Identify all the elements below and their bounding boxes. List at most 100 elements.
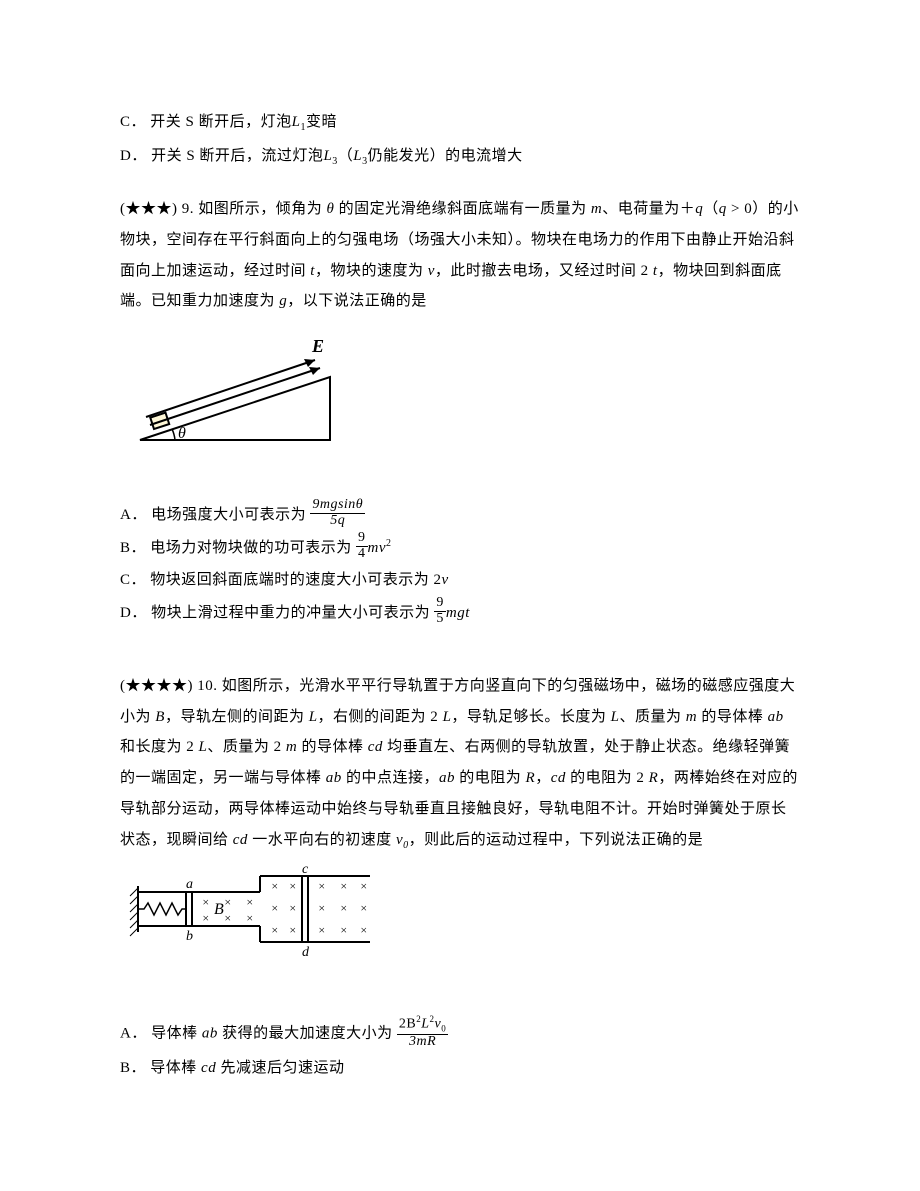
option-text: 变暗 — [306, 114, 337, 130]
symbol-ab: ab — [768, 709, 784, 725]
q9-stem: (★★★) 9. 如图所示，倾角为 θ 的固定光滑绝缘斜面底端有一质量为 m、电… — [120, 194, 800, 317]
stem-text: 、质量为 — [620, 709, 686, 725]
fraction: 2B2L2v0 3mR — [397, 1015, 448, 1050]
option-label: B． — [120, 1060, 146, 1076]
symbol-L: L — [309, 709, 318, 725]
option-label: A． — [120, 507, 147, 523]
svg-text:×: × — [289, 901, 296, 915]
svg-text:×: × — [271, 879, 278, 893]
symbol-B: B — [155, 709, 165, 725]
sub: 0 — [441, 1023, 446, 1033]
stem-text: ，物块的速度为 — [315, 263, 428, 279]
svg-text:×: × — [224, 895, 231, 909]
symbol-ab: ab — [439, 770, 455, 786]
stem-text: 和长度为 2 — [120, 739, 199, 755]
option-text: 物块返回斜面底端时的速度大小可表示为 2 — [150, 572, 441, 588]
page: C． 开关 S 断开后，灯泡L1变暗 D． 开关 S 断开后，流过灯泡L3（L3… — [0, 0, 920, 1191]
stem-text: 的电阻为 2 — [566, 770, 649, 786]
frac-num: 2B — [399, 1016, 416, 1031]
stem-text: ，此时撤去电场，又经过时间 2 — [435, 263, 653, 279]
symbol-cd: cd — [233, 832, 248, 848]
symbol-mv: mv — [368, 540, 387, 556]
fraction: 9mgsinθ 5q — [310, 498, 365, 528]
stem-text: （ — [703, 201, 719, 217]
q9-option-c: C． 物块返回斜面底端时的速度大小可表示为 2v — [120, 565, 800, 596]
option-text: 导体棒 — [150, 1060, 201, 1076]
difficulty-stars: (★★★★) 10. — [120, 678, 222, 694]
option-label: C． — [120, 572, 146, 588]
option-text: 获得的最大加速度大小为 — [218, 1025, 393, 1041]
svg-text:×: × — [340, 879, 347, 893]
fraction: 9 4 — [356, 531, 368, 561]
q10-stem: (★★★★) 10. 如图所示，光滑水平平行导轨置于方向竖直向下的匀强磁场中，磁… — [120, 671, 800, 856]
incline-diagram: E θ — [120, 325, 350, 450]
label-B: B — [214, 901, 224, 918]
stem-text: ，则此后的运动过程中，下列说法正确的是 — [409, 832, 704, 848]
frac-num: L — [421, 1016, 429, 1031]
option-label: B． — [120, 540, 146, 556]
q9-option-a: A． 电场强度大小可表示为 9mgsinθ 5q — [120, 500, 800, 531]
option-text: 电场力对物块做的功可表示为 — [150, 540, 352, 556]
stem-text: 的中点连接， — [342, 770, 439, 786]
option-label: A． — [120, 1025, 147, 1041]
difficulty-stars: (★★★) 9. — [120, 201, 198, 217]
svg-text:×: × — [224, 911, 231, 925]
fraction: 9 5 — [434, 596, 446, 626]
svg-text:×: × — [340, 923, 347, 937]
symbol-R: R — [649, 770, 659, 786]
svg-text:×: × — [318, 901, 325, 915]
superscript: 2 — [386, 538, 392, 549]
frac-num: 9 — [356, 531, 368, 546]
frac-den: 5 — [434, 611, 446, 627]
symbol-v: v — [428, 263, 435, 279]
option-label: D． — [120, 148, 147, 164]
label-theta: θ — [178, 425, 186, 442]
label-b: b — [186, 929, 194, 944]
svg-text:×: × — [289, 923, 296, 937]
q8-option-d: D． 开关 S 断开后，流过灯泡L3（L3仍能发光）的电流增大 — [120, 141, 800, 173]
q8-option-c: C． 开关 S 断开后，灯泡L1变暗 — [120, 107, 800, 139]
option-text: （ — [338, 148, 354, 164]
symbol-cd: cd — [551, 770, 566, 786]
option-text: 仍能发光）的电流增大 — [368, 148, 523, 164]
stem-text: 的导体棒 — [697, 709, 768, 725]
stem-text: 、质量为 2 — [207, 739, 286, 755]
label-a: a — [186, 877, 194, 892]
rails-diagram: ××× ××× ×× ×× ×× ××× ××× ××× a b c d B — [120, 864, 380, 959]
stem-text: 如图所示，倾角为 — [198, 201, 322, 217]
symbol-ab: ab — [326, 770, 342, 786]
stem-text: 、电荷量为＋ — [602, 201, 695, 217]
option-text: 电场强度大小可表示为 — [151, 507, 306, 523]
option-text: 开关 S 断开后，流过灯泡 — [151, 148, 323, 164]
symbol-theta: θ — [322, 201, 338, 217]
svg-text:×: × — [246, 911, 253, 925]
symbol-cd: cd — [368, 739, 383, 755]
svg-text:×: × — [271, 923, 278, 937]
frac-den: 4 — [356, 546, 368, 562]
symbol-mgt: mgt — [446, 605, 470, 621]
svg-text:×: × — [318, 923, 325, 937]
svg-text:×: × — [360, 901, 367, 915]
symbol-L: L — [353, 148, 362, 164]
q10-option-b: B． 导体棒 cd 先减速后匀速运动 — [120, 1053, 800, 1084]
svg-text:×: × — [360, 923, 367, 937]
svg-text:×: × — [340, 901, 347, 915]
label-d: d — [302, 945, 310, 959]
symbol-ab: ab — [202, 1025, 218, 1041]
option-text: 物块上滑过程中重力的冲量大小可表示为 — [151, 605, 430, 621]
q9-option-b: B． 电场力对物块做的功可表示为 9 4 mv2 — [120, 533, 800, 564]
symbol-v: v — [442, 572, 449, 588]
stem-text: 的导体棒 — [297, 739, 368, 755]
stem-text: ， — [535, 770, 551, 786]
symbol-R: R — [526, 770, 536, 786]
svg-text:×: × — [246, 895, 253, 909]
option-text: 先减速后匀速运动 — [216, 1060, 344, 1076]
symbol-m: m — [686, 709, 697, 725]
svg-text:×: × — [202, 895, 209, 909]
svg-text:×: × — [360, 879, 367, 893]
option-label: D． — [120, 605, 147, 621]
frac-den: 5q — [330, 513, 345, 528]
option-label: C． — [120, 114, 146, 130]
option-text: 导体棒 — [151, 1025, 202, 1041]
q10-block: (★★★★) 10. 如图所示，光滑水平平行导轨置于方向竖直向下的匀强磁场中，磁… — [120, 671, 800, 1084]
